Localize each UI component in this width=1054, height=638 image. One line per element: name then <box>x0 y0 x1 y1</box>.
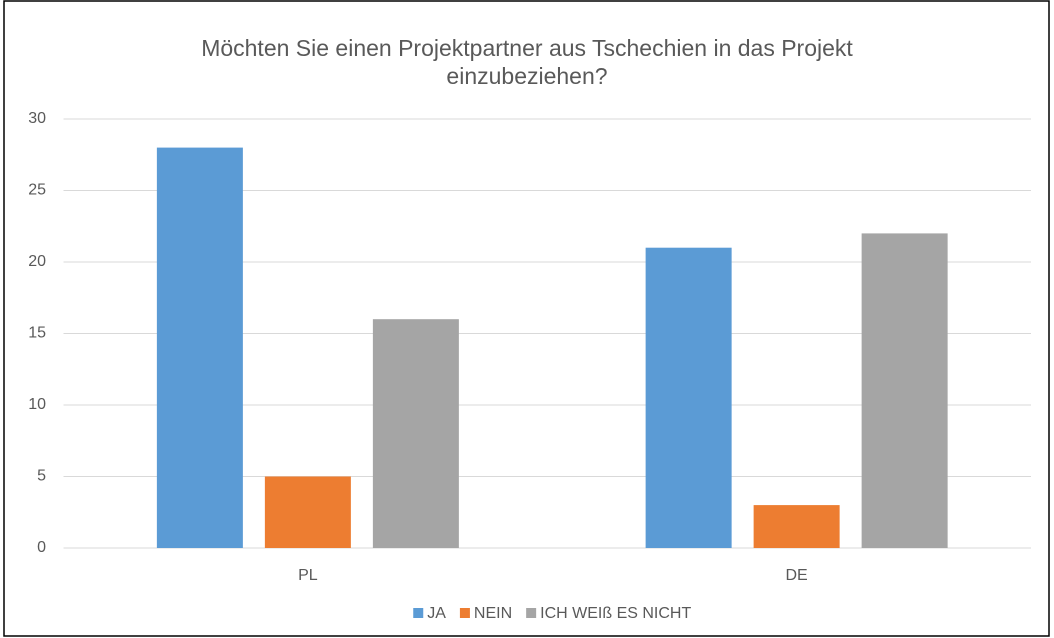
y-tick-label: 25 <box>28 182 46 199</box>
legend-label: NEIN <box>474 605 512 622</box>
legend-swatch <box>413 608 424 618</box>
y-tick-label: 20 <box>28 253 46 270</box>
y-tick-label: 15 <box>28 325 46 342</box>
x-tick-label: DE <box>786 567 808 584</box>
legend-label: ICH WEIß ES NICHT <box>540 605 691 622</box>
y-tick-label: 30 <box>28 110 46 127</box>
bar <box>156 147 243 548</box>
legend-label: JA <box>427 605 446 622</box>
y-tick-label: 0 <box>37 539 46 556</box>
legend-swatch <box>526 608 537 618</box>
x-tick-label: PL <box>298 567 318 584</box>
bar <box>645 247 732 548</box>
chart-title: Möchten Sie einen Projektpartner aus Tsc… <box>201 35 853 89</box>
bar <box>753 505 840 548</box>
bar <box>372 319 459 548</box>
y-tick-label: 5 <box>37 468 46 485</box>
bar <box>264 476 351 548</box>
bar <box>861 233 948 548</box>
legend-swatch <box>459 608 470 618</box>
y-tick-label: 10 <box>28 396 46 413</box>
